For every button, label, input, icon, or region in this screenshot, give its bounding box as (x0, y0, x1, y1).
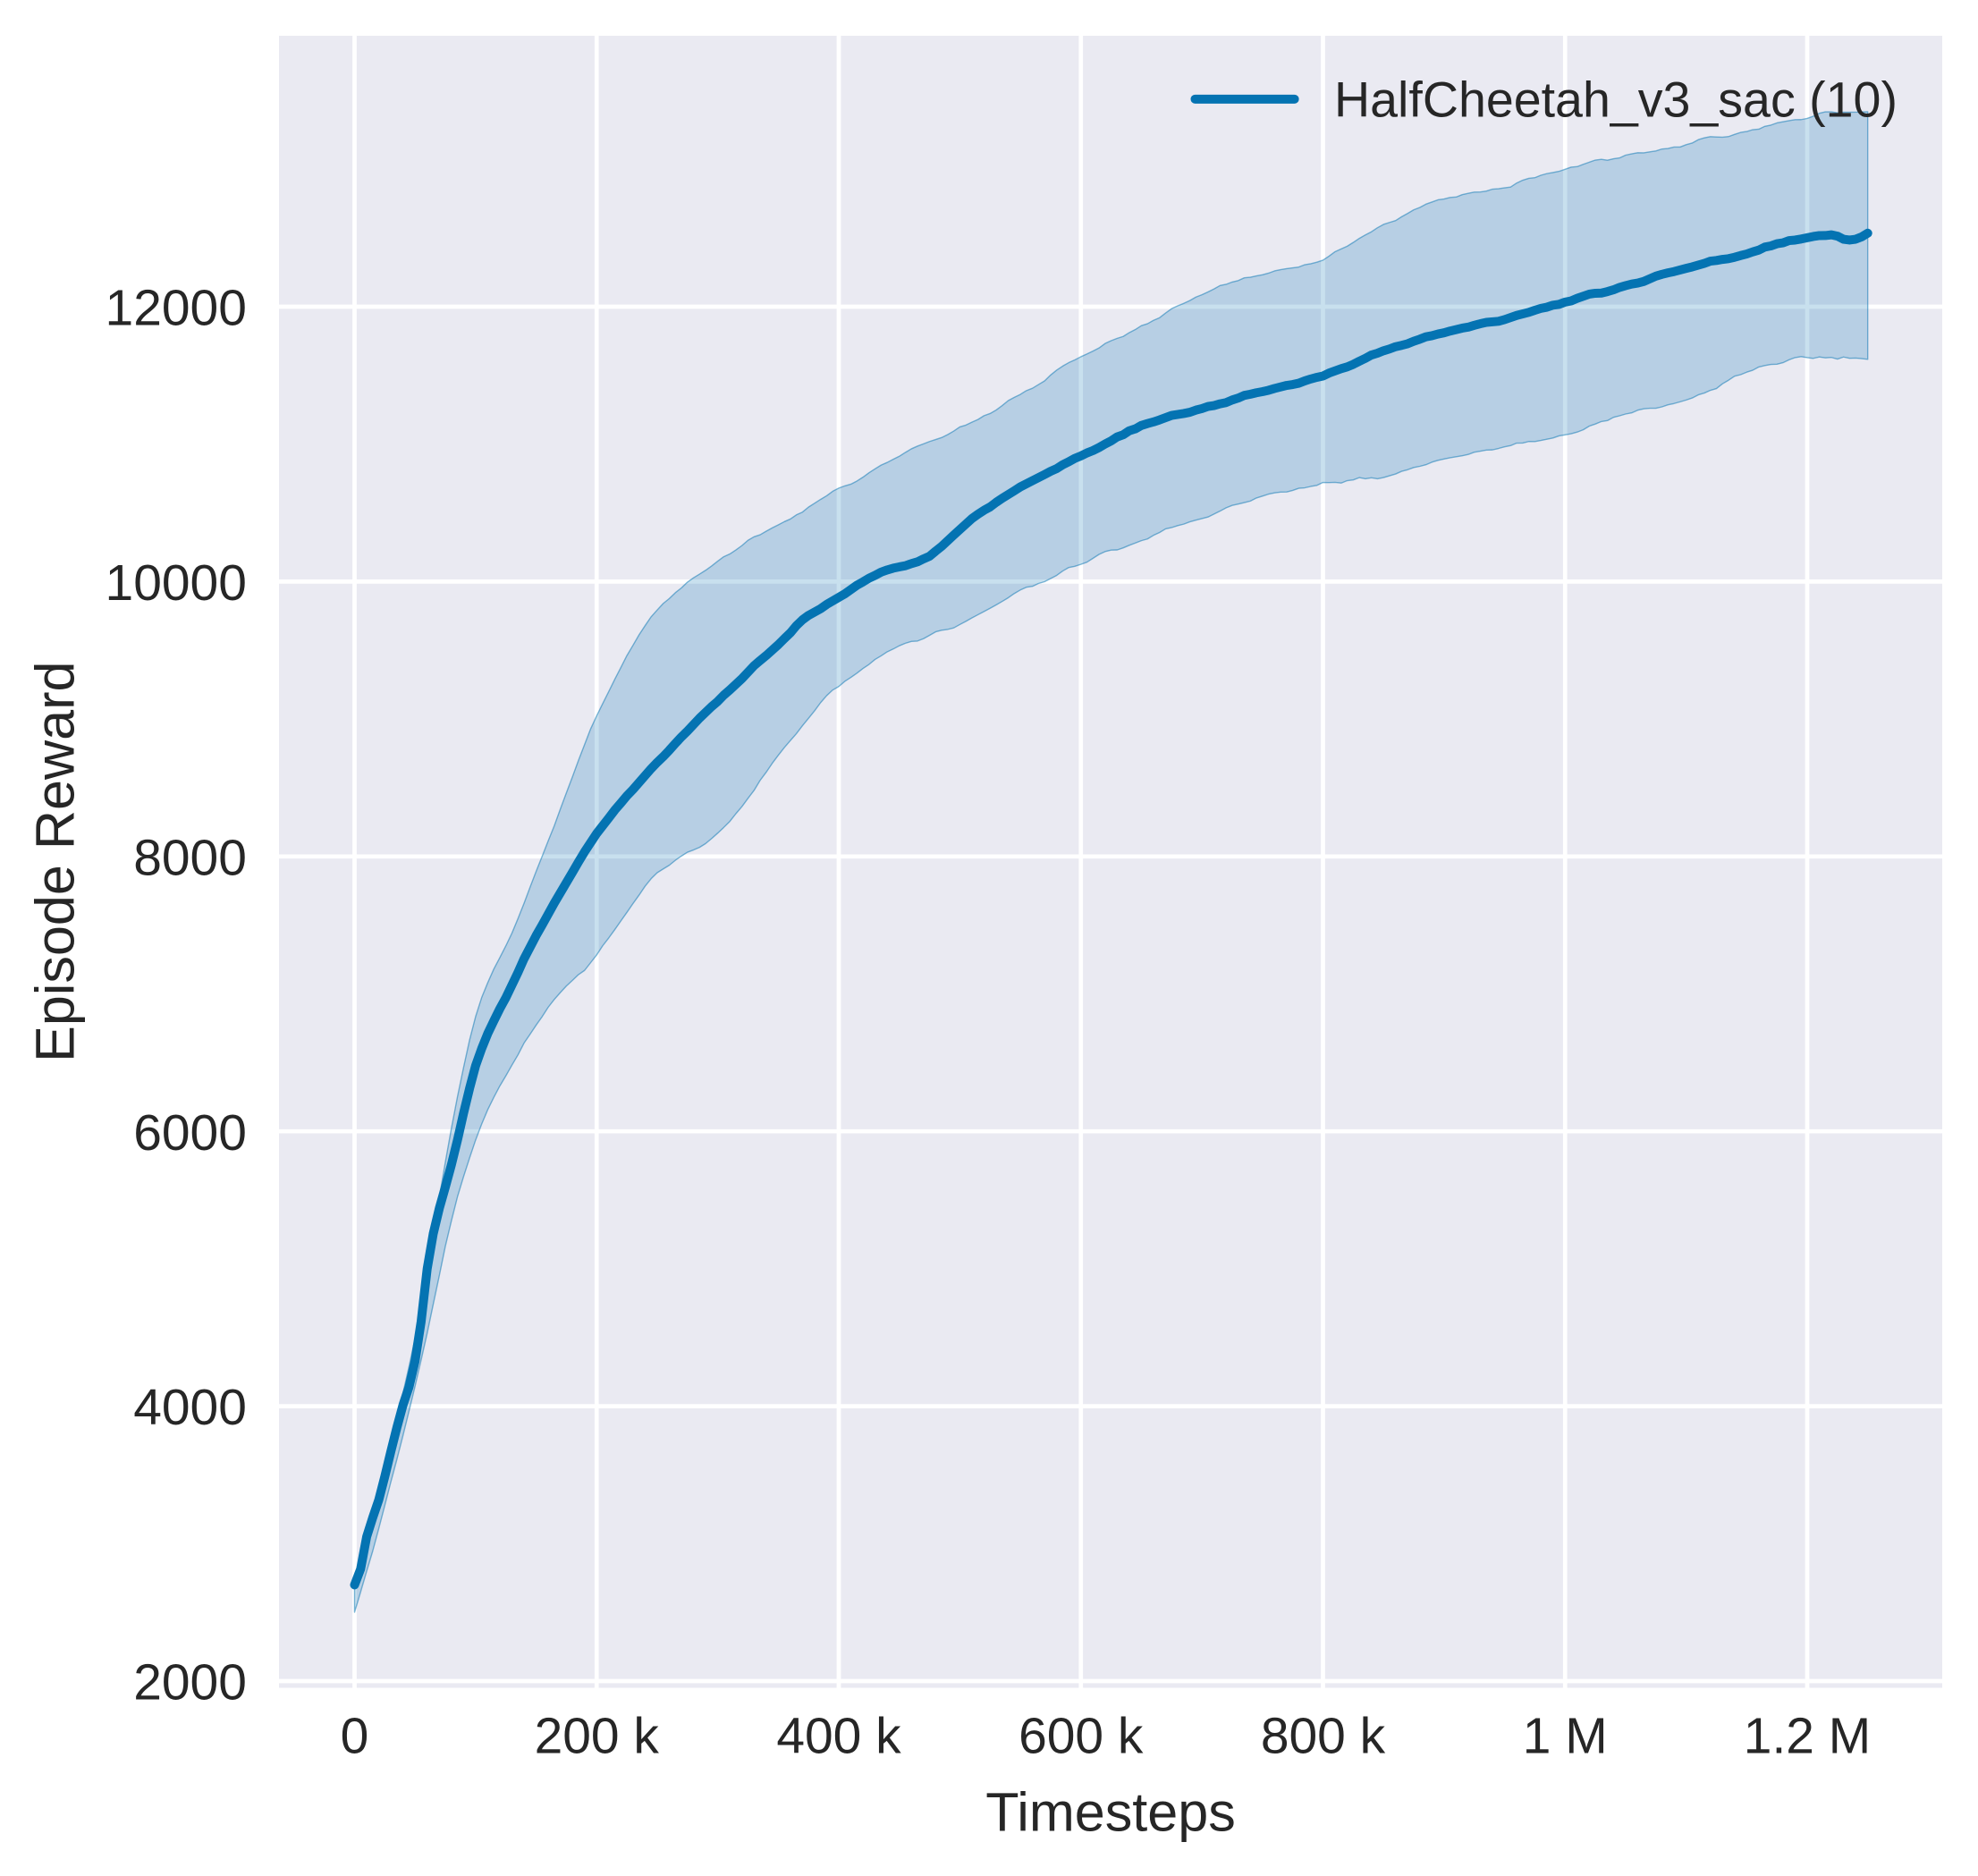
svg-text:HalfCheetah_v3_sac (10): HalfCheetah_v3_sac (10) (1334, 72, 1898, 127)
svg-text:600 k: 600 k (1019, 1708, 1144, 1765)
svg-text:Episode Reward: Episode Reward (25, 662, 86, 1062)
svg-text:0: 0 (341, 1708, 369, 1765)
svg-text:1.2 M: 1.2 M (1744, 1708, 1871, 1765)
svg-text:Timesteps: Timesteps (985, 1781, 1236, 1842)
svg-text:10000: 10000 (106, 554, 247, 612)
svg-text:12000: 12000 (106, 280, 247, 337)
svg-text:8000: 8000 (133, 829, 247, 886)
svg-text:1 M: 1 M (1523, 1708, 1608, 1765)
svg-text:6000: 6000 (133, 1104, 247, 1162)
svg-text:2000: 2000 (133, 1654, 247, 1711)
svg-text:400 k: 400 k (776, 1708, 901, 1765)
svg-text:4000: 4000 (133, 1379, 247, 1436)
svg-text:200 k: 200 k (535, 1708, 660, 1765)
svg-text:800 k: 800 k (1261, 1708, 1386, 1765)
